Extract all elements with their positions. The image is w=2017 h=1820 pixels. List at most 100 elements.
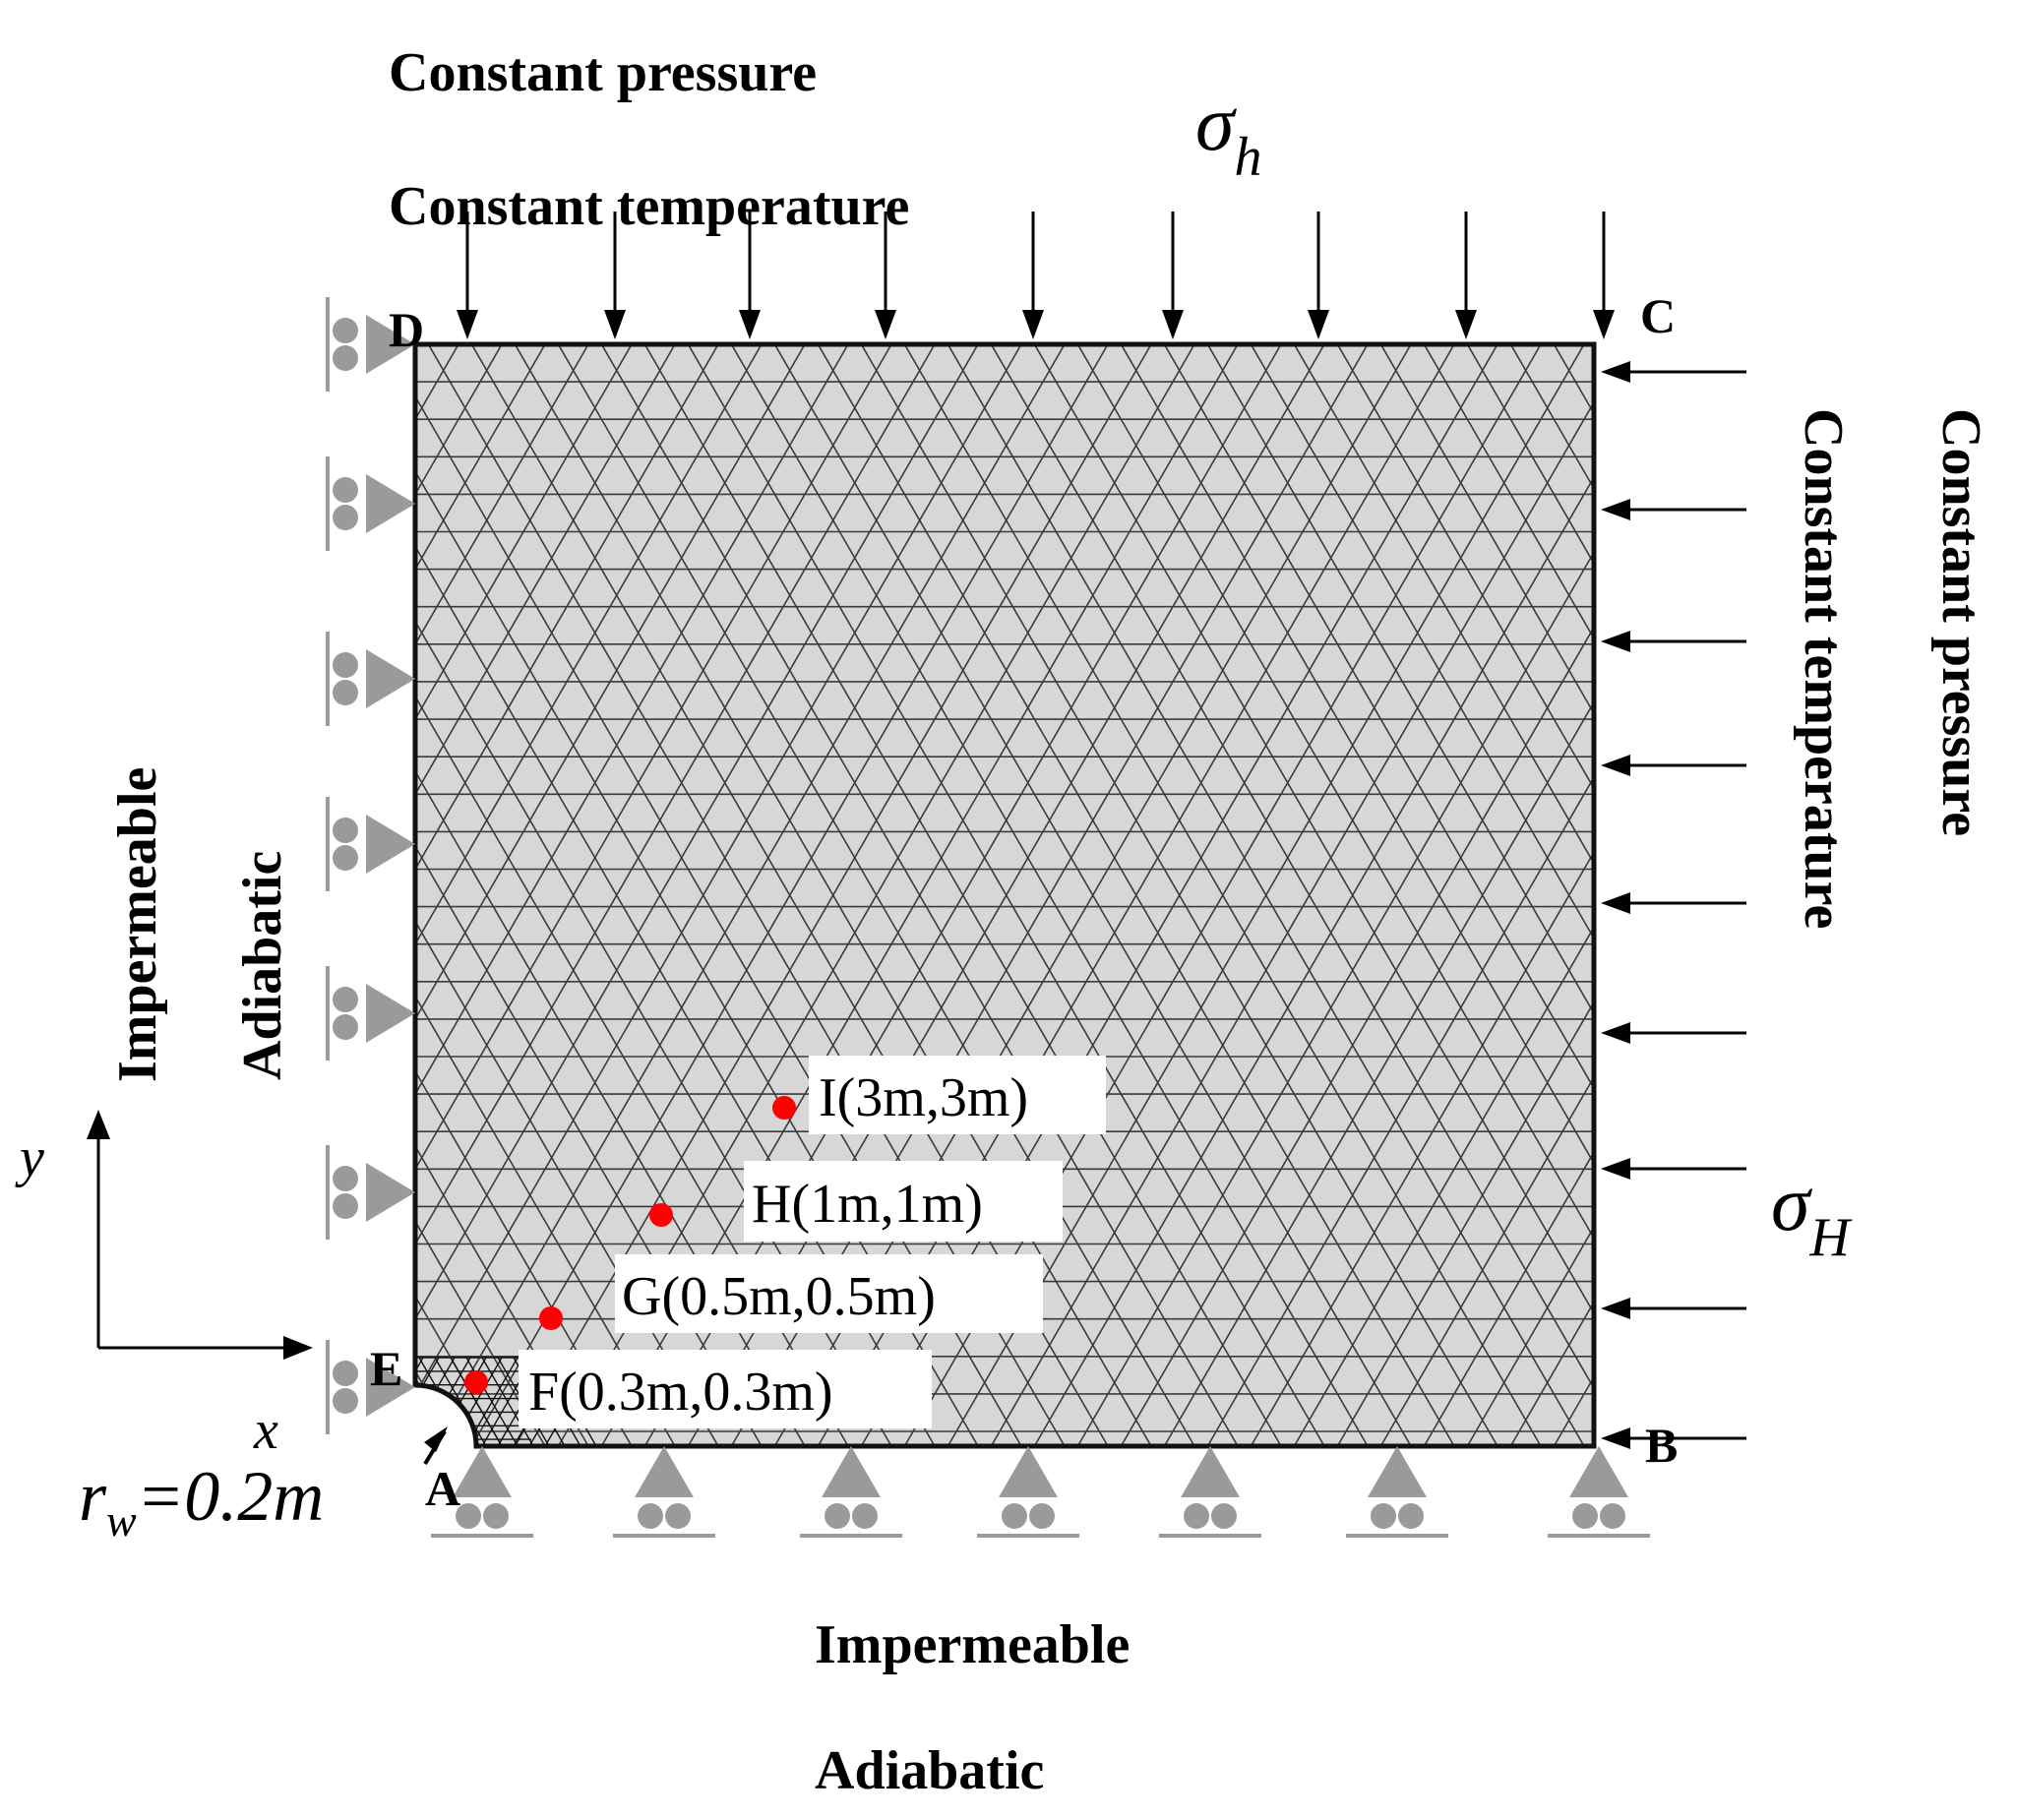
corner-label-e: E (370, 1341, 402, 1396)
corner-label-a: A (425, 1461, 460, 1516)
roller-wheel (665, 1503, 691, 1529)
radius-symbol: r (79, 1457, 107, 1536)
roller-support (1346, 1446, 1448, 1538)
load-arrow (1601, 631, 1746, 652)
support-triangle (635, 1446, 694, 1497)
load-arrow (1601, 1298, 1746, 1319)
left-roller-supports (326, 297, 415, 1434)
roller-wheel (333, 652, 358, 678)
vertical-stress-arrows (457, 212, 1615, 339)
x-axis-arrowhead (283, 1336, 313, 1360)
load-arrow (604, 212, 626, 339)
load-arrow (1455, 212, 1477, 339)
arrow-head (1601, 1022, 1630, 1044)
load-arrow (1601, 1158, 1746, 1180)
load-arrow (1601, 892, 1746, 914)
load-arrow (1593, 212, 1615, 339)
sigma-subscript: H (1808, 1207, 1852, 1268)
arrow-head (1601, 1427, 1630, 1449)
load-arrow (1601, 1022, 1746, 1044)
left-boundary-text-1: Impermeable (107, 767, 168, 1082)
sigma-symbol: σ (1771, 1161, 1812, 1247)
roller-wheel (333, 680, 358, 705)
bottom-boundary-text-1: Impermeable (815, 1614, 1130, 1675)
roller-wheel (456, 1503, 481, 1529)
arrow-head (1601, 1298, 1630, 1319)
load-arrow (1601, 1427, 1746, 1449)
roller-wheel (1398, 1503, 1424, 1529)
support-triangle (366, 649, 415, 708)
roller-wheel (333, 818, 358, 843)
load-arrow (1162, 212, 1184, 339)
roller-support (1159, 1446, 1261, 1538)
point-label-box (615, 1254, 1043, 1333)
roller-wheel (1002, 1503, 1027, 1529)
marker-dot (464, 1370, 488, 1394)
roller-support (326, 966, 415, 1061)
monitoring-point-i: I(3m,3m) (772, 1056, 1106, 1134)
monitoring-point-f: F(0.3m,0.3m) (464, 1350, 932, 1428)
roller-wheel (333, 1388, 358, 1414)
arrow-head (1601, 499, 1630, 520)
point-label: H(1m,1m) (752, 1174, 983, 1235)
roller-wheel (333, 1361, 358, 1386)
support-triangle (1368, 1446, 1427, 1497)
support-triangle (999, 1446, 1058, 1497)
radius-pointer-head (424, 1426, 448, 1452)
arrow-head (1455, 310, 1477, 339)
arrow-head (1601, 361, 1630, 383)
roller-wheel (333, 477, 358, 503)
support-triangle (366, 1163, 415, 1222)
arrow-head (739, 310, 761, 339)
radius-value: =0.2m (137, 1457, 325, 1536)
roller-wheel (1600, 1503, 1625, 1529)
roller-wheel (638, 1503, 663, 1529)
coordinate-axes: y x (15, 1110, 313, 1461)
load-arrow (739, 212, 761, 339)
point-label: I(3m,3m) (819, 1067, 1028, 1128)
roller-support (613, 1446, 715, 1538)
support-triangle (366, 474, 415, 533)
roller-support (977, 1446, 1079, 1538)
roller-wheel (852, 1503, 878, 1529)
roller-support (326, 632, 415, 726)
support-triangle (366, 315, 415, 374)
corner-label-d: D (389, 302, 424, 357)
load-arrow (1601, 361, 1746, 383)
arrow-head (1162, 310, 1184, 339)
point-label-box (744, 1161, 1063, 1242)
roller-support (431, 1446, 533, 1538)
monitoring-point-g: G(0.5m,0.5m) (539, 1254, 1043, 1333)
marker-dot (772, 1096, 796, 1120)
load-arrow (457, 212, 478, 339)
arrow-head (875, 310, 896, 339)
bottom-boundary-text-2: Adiabatic (815, 1740, 1044, 1801)
arrow-head (1593, 310, 1615, 339)
sigma-symbol: σ (1195, 81, 1237, 167)
roller-support (326, 797, 415, 891)
roller-wheel (1371, 1503, 1396, 1529)
roller-wheel (825, 1503, 850, 1529)
support-triangle (366, 815, 415, 874)
point-label-box (809, 1056, 1106, 1134)
roller-wheel (333, 345, 358, 371)
roller-support (1548, 1446, 1650, 1538)
load-arrow (1022, 212, 1044, 339)
arrow-head (1022, 310, 1044, 339)
sigma-subscript: h (1234, 127, 1261, 188)
roller-support (326, 1340, 415, 1434)
arrow-head (457, 310, 478, 339)
arrow-head (1308, 310, 1329, 339)
roller-wheel (1184, 1503, 1209, 1529)
wellbore-radius-label: rw=0.2m (79, 1457, 324, 1546)
support-triangle (366, 984, 415, 1043)
point-label: F(0.3m,0.3m) (528, 1362, 833, 1423)
marker-dot (539, 1306, 563, 1330)
roller-wheel (1029, 1503, 1055, 1529)
corner-label-c: C (1640, 288, 1676, 343)
roller-wheel (333, 1014, 358, 1040)
arrow-head (604, 310, 626, 339)
domain-outline (412, 341, 1597, 1449)
monitoring-point-h: H(1m,1m) (649, 1161, 1063, 1242)
